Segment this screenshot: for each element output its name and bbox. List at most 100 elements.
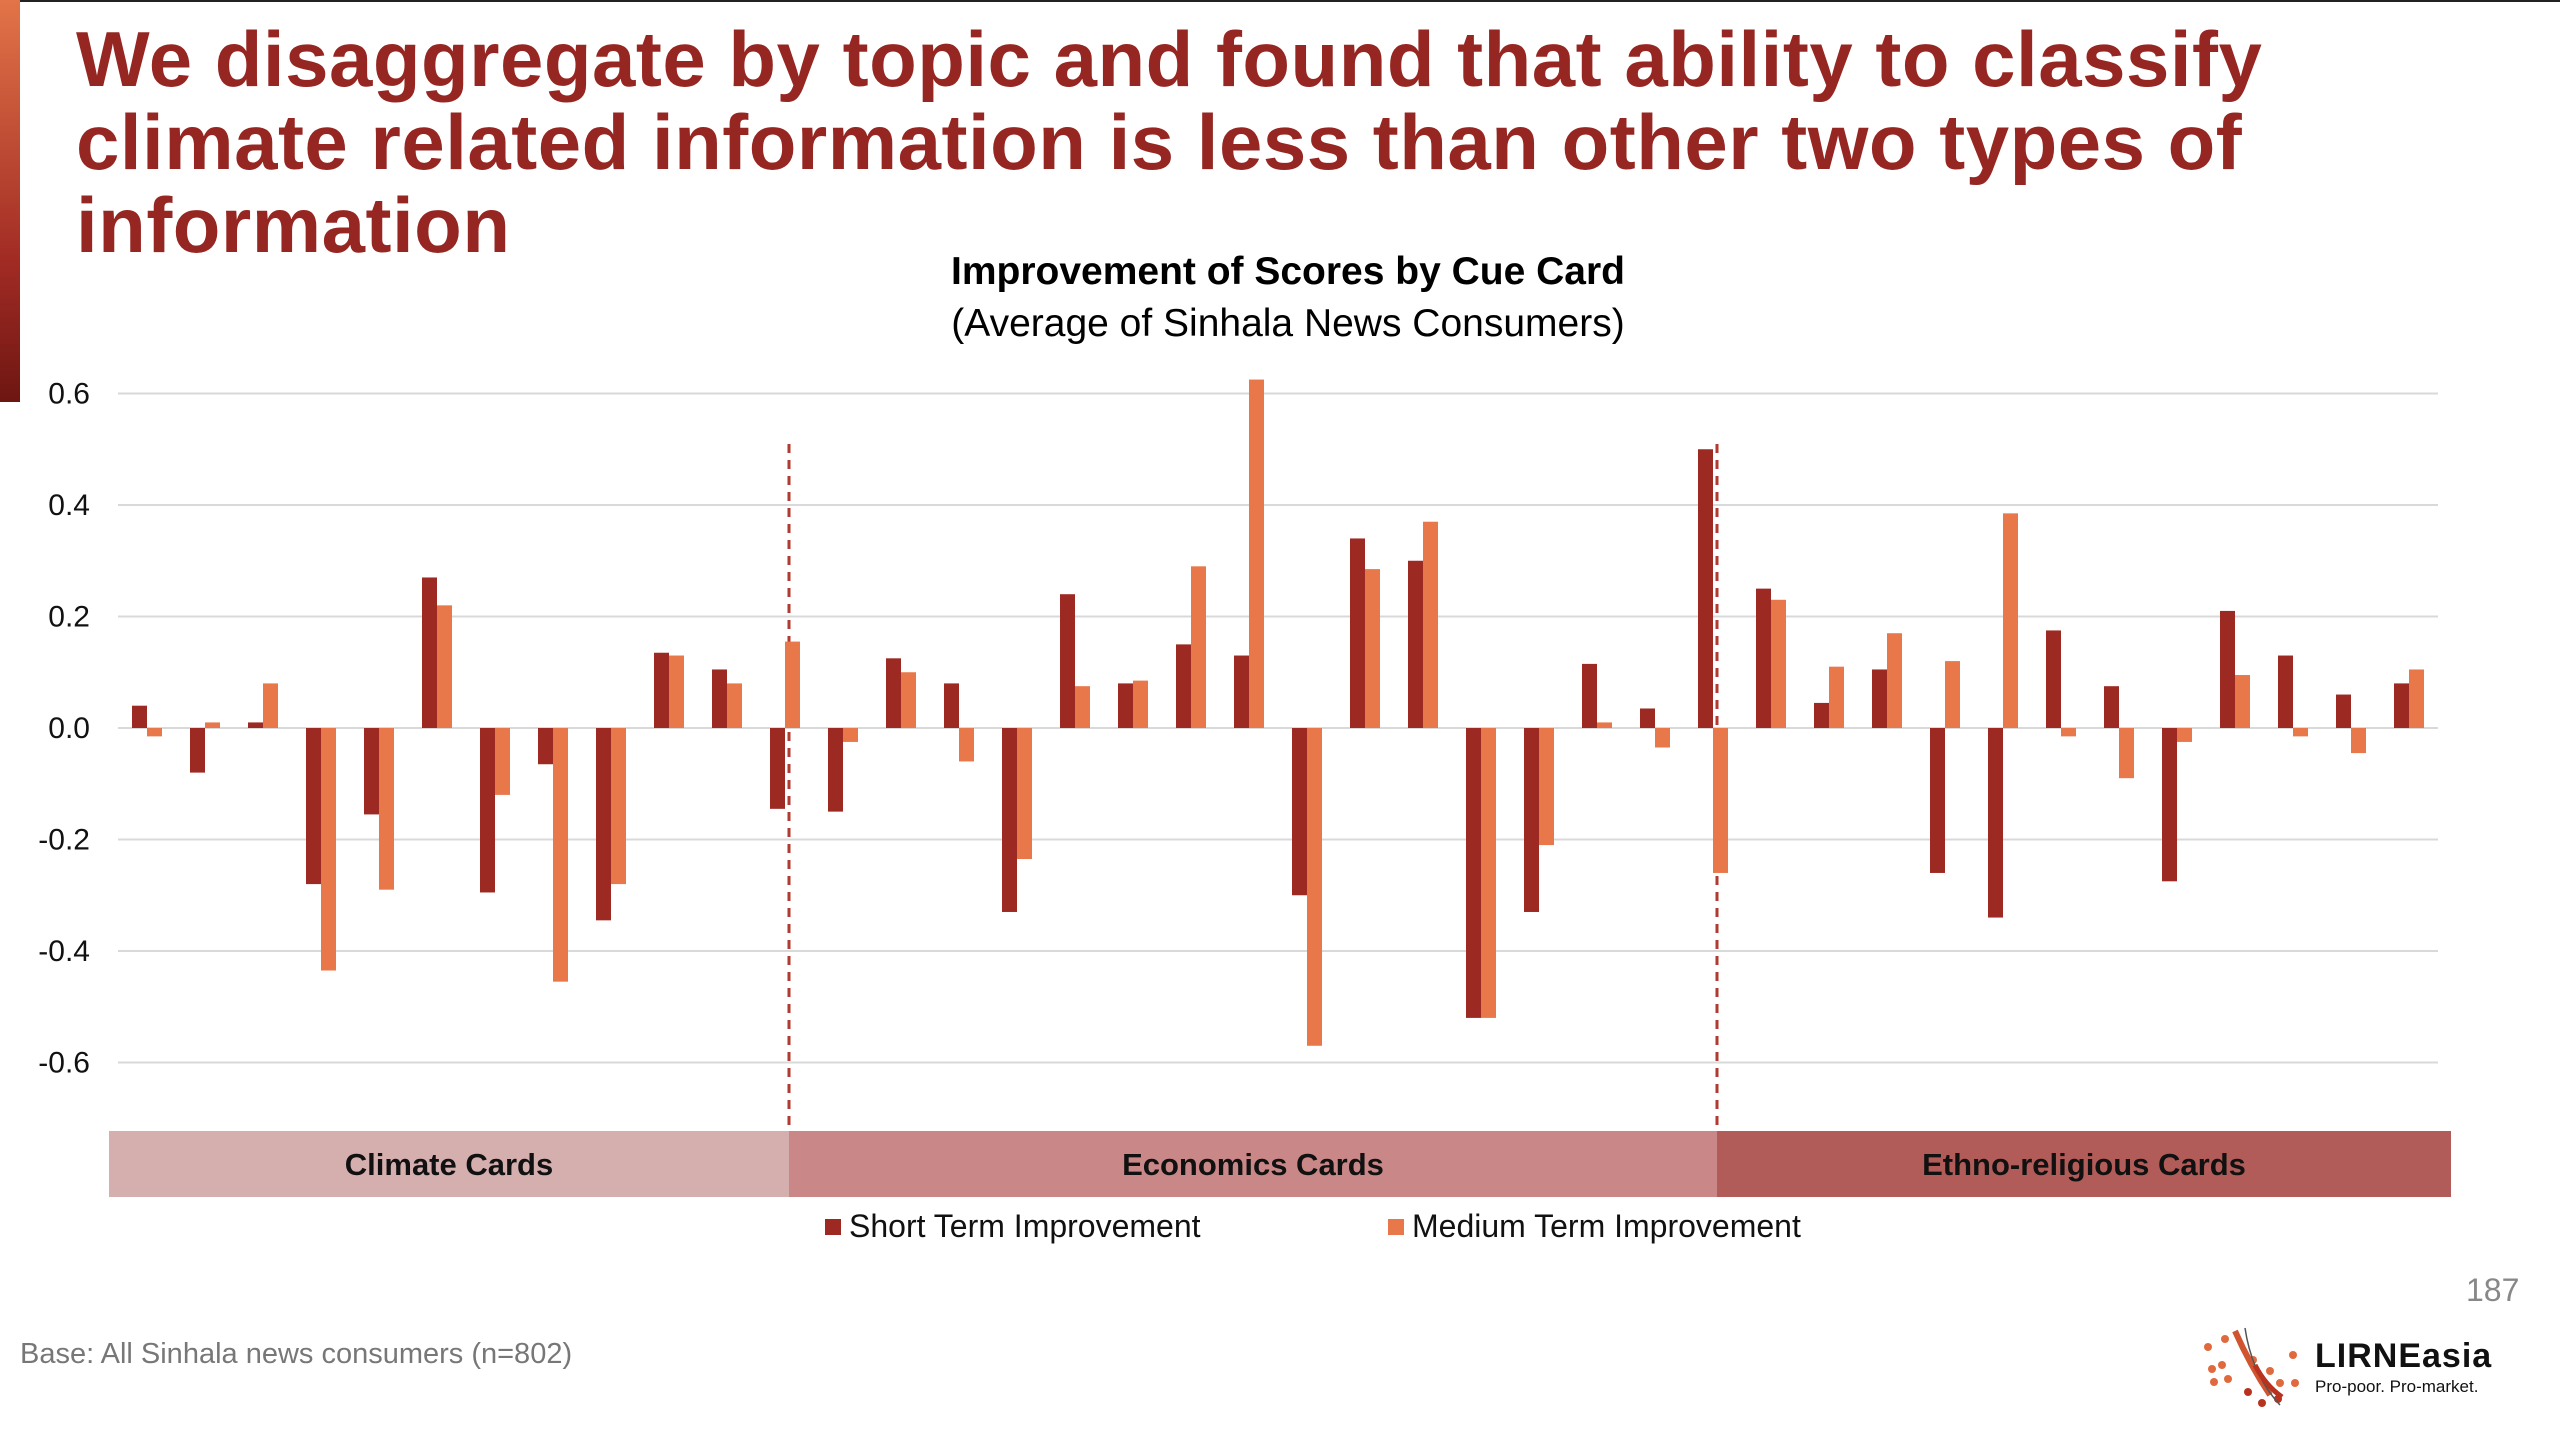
bar-short-term	[1582, 663, 1597, 728]
bar-medium-term	[901, 672, 916, 728]
y-tick-label: -0.6	[38, 1047, 90, 1080]
bar-short-term	[132, 705, 147, 728]
bar-short-term	[1814, 702, 1829, 728]
bar-short-term	[712, 669, 727, 728]
bar-short-term	[1988, 728, 2003, 918]
bar-short-term	[1930, 728, 1945, 873]
category-band	[109, 1131, 789, 1197]
bar-medium-term	[1307, 728, 1322, 1046]
bar-medium-term	[1133, 680, 1148, 728]
bar-medium-term	[1017, 728, 1032, 860]
legend-label-medium: Medium Term Improvement	[1412, 1208, 1801, 1244]
bar-medium-term	[1481, 728, 1496, 1018]
y-tick-label: 0.0	[48, 712, 90, 745]
bar-short-term	[1060, 594, 1075, 728]
bar-medium-term	[147, 728, 162, 737]
page-number: 187	[2466, 1272, 2520, 1308]
bar-medium-term	[2293, 728, 2308, 737]
bar-medium-term	[2003, 513, 2018, 728]
bar-short-term	[1756, 588, 1771, 728]
bar-medium-term	[2119, 728, 2134, 779]
bar-short-term	[2104, 686, 2119, 728]
chart-title: Improvement of Scores by Cue Card	[950, 250, 1625, 293]
bar-short-term	[770, 728, 785, 809]
logo-name: LIRNEasia	[2315, 1337, 2493, 1375]
bar-medium-term	[1423, 521, 1438, 728]
bar-short-term	[1640, 708, 1655, 728]
bar-medium-term	[1191, 566, 1206, 728]
bar-short-term	[596, 728, 611, 921]
bar-medium-term	[2061, 728, 2076, 737]
bar-medium-term	[495, 728, 510, 795]
bar-short-term	[2336, 694, 2351, 728]
bar-short-term	[2046, 630, 2061, 728]
category-label: Ethno-religious Cards	[1922, 1147, 2246, 1182]
bar-short-term	[538, 728, 553, 765]
bar-short-term	[1002, 728, 1017, 912]
bar-medium-term	[1539, 728, 1554, 846]
bar-medium-term	[2351, 728, 2366, 754]
category-label: Economics Cards	[1122, 1147, 1384, 1182]
bar-medium-term	[727, 683, 742, 728]
bar-medium-term	[1713, 728, 1728, 873]
category-label: Climate Cards	[345, 1147, 553, 1182]
bar-medium-term	[843, 728, 858, 742]
bar-short-term	[1872, 669, 1887, 728]
bar-medium-term	[1597, 722, 1612, 728]
bar-short-term	[1350, 538, 1365, 728]
bar-medium-term	[1249, 379, 1264, 728]
y-tick-label: 0.4	[48, 489, 90, 522]
bar-medium-term	[2235, 675, 2250, 728]
bar-medium-term	[1829, 666, 1844, 728]
bar-short-term	[1118, 683, 1133, 728]
bar-medium-term	[321, 728, 336, 971]
bar-short-term	[1524, 728, 1539, 912]
lirneasia-logo: LIRNEasia Pro-poor. Pro-market.	[2200, 1325, 2500, 1415]
bar-short-term	[1234, 655, 1249, 728]
bar-short-term	[2220, 610, 2235, 728]
bar-medium-term	[1075, 686, 1090, 728]
legend-medium-term: Medium Term Improvement	[1388, 1208, 1801, 1245]
bar-short-term	[886, 658, 901, 728]
bar-short-term	[1466, 728, 1481, 1018]
bar-short-term	[306, 728, 321, 885]
bar-short-term	[2394, 683, 2409, 728]
bar-medium-term	[553, 728, 568, 982]
y-tick-label: -0.4	[38, 935, 90, 968]
bar-medium-term	[669, 655, 684, 728]
bar-medium-term	[379, 728, 394, 890]
bar-medium-term	[959, 728, 974, 762]
legend-short-term: Short Term Improvement	[825, 1208, 1201, 1245]
y-tick-label: 0.6	[48, 378, 90, 411]
bar-short-term	[1176, 644, 1191, 728]
bar-short-term	[1292, 728, 1307, 896]
bar-medium-term	[1771, 599, 1786, 728]
bar-medium-term	[263, 683, 278, 728]
bar-short-term	[422, 577, 437, 728]
bar-short-term	[480, 728, 495, 893]
bar-short-term	[248, 722, 263, 728]
category-band	[789, 1131, 1717, 1197]
base-note: Base: All Sinhala news consumers (n=802)	[20, 1338, 573, 1370]
bar-short-term	[364, 728, 379, 815]
y-tick-label: -0.2	[38, 824, 90, 857]
legend-swatch-short	[825, 1218, 841, 1235]
category-band	[1717, 1131, 2451, 1197]
bar-medium-term	[1945, 661, 1960, 728]
legend-label-short: Short Term Improvement	[849, 1208, 1201, 1244]
logo-tagline: Pro-poor. Pro-market.	[2315, 1377, 2479, 1396]
bar-short-term	[2278, 655, 2293, 728]
bar-medium-term	[1655, 728, 1670, 748]
bar-short-term	[1698, 449, 1713, 728]
bar-short-term	[828, 728, 843, 812]
bar-medium-term	[611, 728, 626, 885]
slide-title: We disaggregate by topic and found that …	[76, 15, 2263, 269]
bar-medium-term	[785, 641, 800, 728]
bar-medium-term	[1887, 633, 1902, 728]
bar-short-term	[654, 652, 669, 728]
legend-swatch-medium	[1388, 1218, 1404, 1235]
bar-short-term	[944, 683, 959, 728]
bar-medium-term	[1365, 569, 1380, 728]
bar-short-term	[1408, 560, 1423, 728]
